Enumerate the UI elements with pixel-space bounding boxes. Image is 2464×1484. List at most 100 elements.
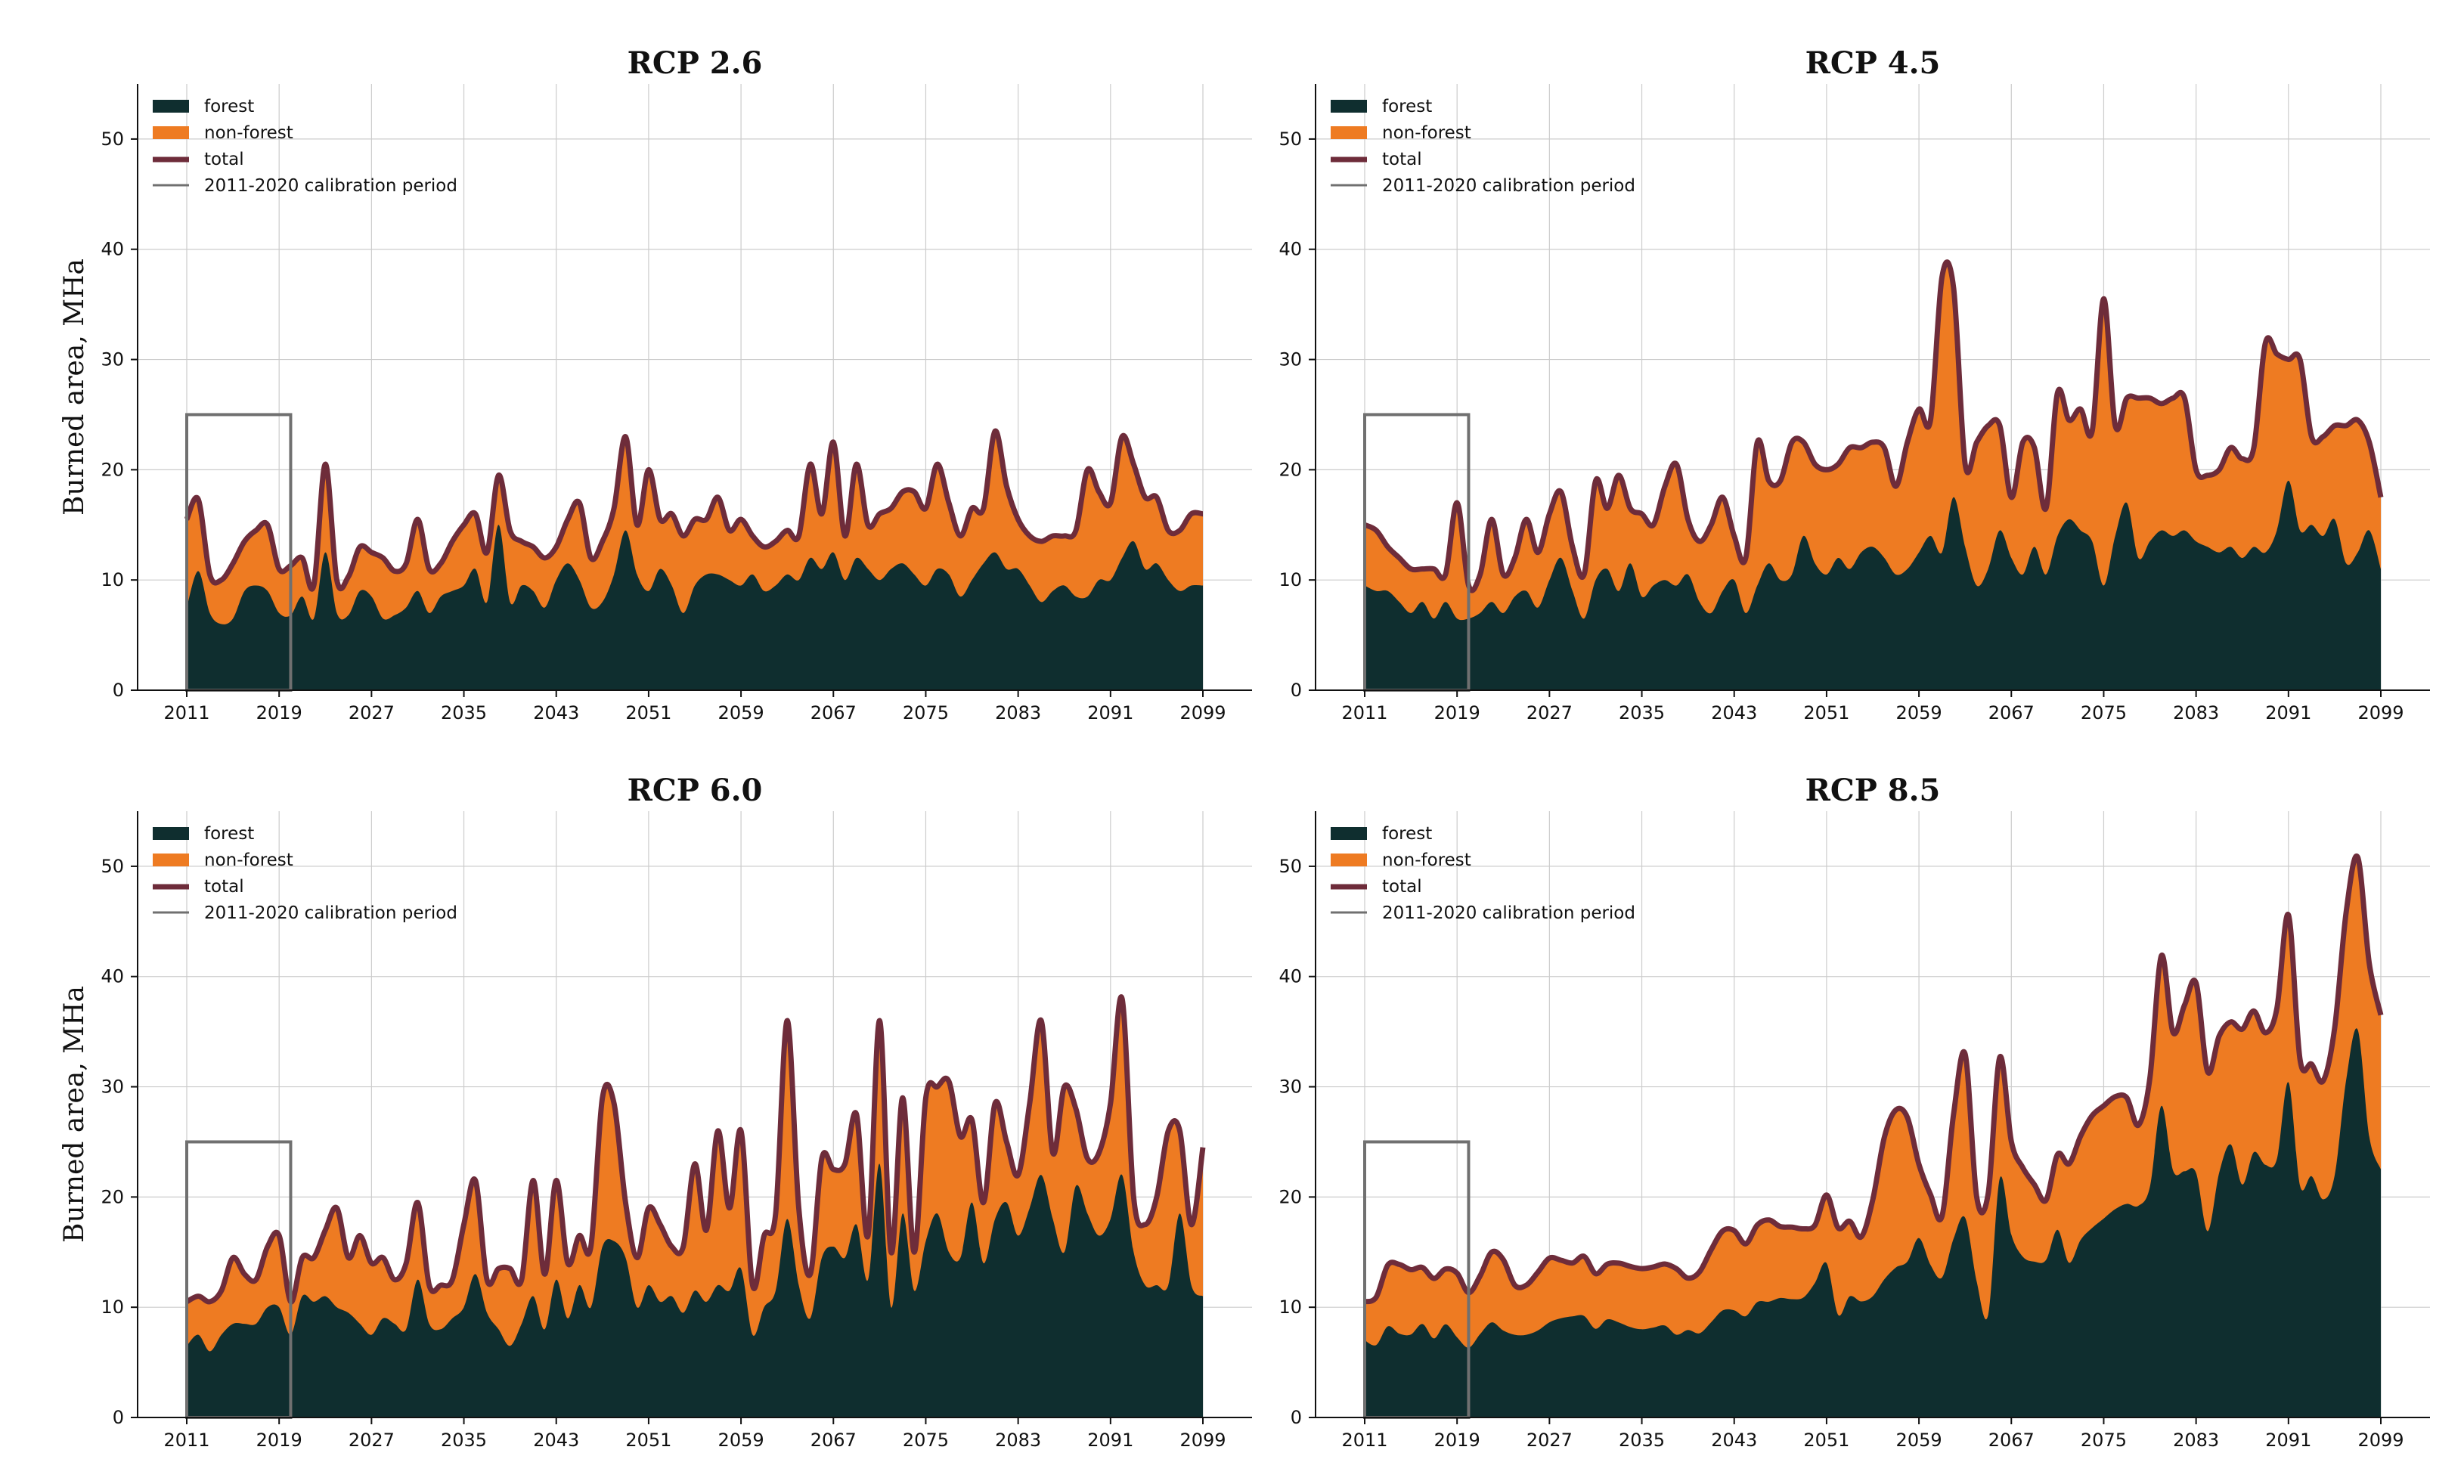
legend-swatch-non-forest	[1331, 126, 1367, 139]
legend-swatch-forest	[1331, 827, 1367, 840]
x-tick-label: 2059	[718, 1430, 764, 1451]
x-tick-label: 2019	[256, 702, 302, 723]
forest-area	[187, 1163, 1203, 1417]
x-tick-label: 2059	[718, 702, 764, 723]
legend-swatch-forest	[153, 827, 189, 840]
x-tick-label: 2099	[1179, 702, 1226, 723]
panel-rcp-8-5: RCP 8.5 0 10 20 30 40 50 2011 2019 2027 2035 2043 2…	[1278, 773, 2430, 1451]
total-line	[1363, 259, 2384, 593]
forest-area	[187, 525, 1203, 690]
y-tick-label: 30	[1278, 349, 1302, 370]
y-tick-label: 50	[101, 129, 124, 150]
legend-swatch-non-forest	[153, 854, 189, 866]
y-tick-label: 20	[101, 1186, 124, 1207]
legend-swatch-non-forest	[1331, 854, 1367, 866]
legend: forest non-forest total 2011-2020 calibrati…	[153, 97, 457, 196]
x-tick-label: 2051	[625, 702, 671, 723]
x-tick-label: 2051	[625, 1430, 671, 1451]
y-tick-label: 30	[101, 1077, 124, 1098]
x-tick-label: 2051	[1803, 1430, 1849, 1451]
y-axis-label: Burned area, MHa	[59, 259, 90, 516]
legend: forest non-forest total 2011-2020 calibrati…	[153, 824, 457, 923]
legend-swatch-forest	[153, 100, 189, 113]
x-tick-label: 2035	[441, 702, 487, 723]
forest-area	[1365, 1028, 2381, 1417]
y-tick-label: 50	[1278, 856, 1302, 877]
x-tick-label: 2043	[1711, 1430, 1757, 1451]
y-tick-label: 0	[1291, 1407, 1302, 1428]
panel-title: RCP 8.5	[1805, 773, 1941, 808]
legend: forest non-forest total 2011-2020 calibrati…	[1331, 97, 1635, 196]
total-line	[184, 428, 1204, 592]
legend-label: total	[204, 150, 244, 169]
x-tick-label: 2083	[995, 1430, 1041, 1451]
x-tick-label: 2067	[1988, 702, 2035, 723]
x-tick-label: 2027	[349, 1430, 395, 1451]
y-tick-label: 40	[1278, 966, 1302, 987]
x-tick-label: 2075	[2081, 1430, 2127, 1451]
legend-label: total	[1382, 150, 1422, 169]
y-tick-label: 40	[101, 966, 124, 987]
y-tick-label: 50	[101, 856, 124, 877]
legend-label: non-forest	[204, 123, 293, 143]
legend-label: 2011-2020 calibration period	[1382, 176, 1635, 196]
y-tick-label: 0	[113, 1407, 124, 1428]
legend-label: forest	[204, 824, 254, 844]
y-tick-label: 30	[101, 349, 124, 370]
x-tick-label: 2043	[533, 702, 579, 723]
panel-rcp-2-6: RCP 2.6 Burned area, MHa 0 10 20 30 40 50 2011…	[59, 45, 1252, 723]
x-tick-label: 2019	[1434, 702, 1480, 723]
x-tick-label: 2011	[163, 702, 209, 723]
legend-label: forest	[1382, 97, 1432, 116]
x-tick-label: 2043	[1711, 702, 1757, 723]
x-tick-label: 2011	[1341, 702, 1387, 723]
y-tick-label: 20	[101, 459, 124, 480]
y-tick-label: 20	[1278, 1186, 1302, 1207]
y-tick-label: 10	[1278, 569, 1302, 590]
legend: forest non-forest total 2011-2020 calibrati…	[1331, 824, 1635, 923]
y-tick-label: 50	[1278, 129, 1302, 150]
legend-label: total	[204, 877, 244, 897]
y-tick-label: 40	[1278, 239, 1302, 260]
legend-label: total	[1382, 877, 1422, 897]
y-tick-label: 10	[101, 569, 124, 590]
y-tick-label: 40	[101, 239, 124, 260]
x-tick-label: 2091	[2265, 1430, 2311, 1451]
y-tick-label: 0	[113, 680, 124, 701]
y-tick-label: 30	[1278, 1077, 1302, 1098]
y-tick-label: 10	[1278, 1297, 1302, 1318]
x-tick-label: 2099	[1179, 1430, 1226, 1451]
x-tick-label: 2027	[1526, 1430, 1573, 1451]
forest-area	[1365, 480, 2381, 690]
x-tick-label: 2083	[995, 702, 1041, 723]
x-tick-label: 2067	[1988, 1430, 2035, 1451]
x-tick-label: 2091	[1087, 1430, 1133, 1451]
x-tick-label: 2011	[163, 1430, 209, 1451]
legend-label: non-forest	[1382, 850, 1471, 870]
total-line	[185, 994, 1206, 1305]
x-tick-label: 2011	[1341, 1430, 1387, 1451]
x-tick-label: 2067	[810, 702, 857, 723]
legend-label: forest	[204, 97, 254, 116]
x-tick-label: 2051	[1803, 702, 1849, 723]
x-tick-label: 2043	[533, 1430, 579, 1451]
x-tick-label: 2099	[2357, 1430, 2404, 1451]
x-tick-label: 2019	[256, 1430, 302, 1451]
panel-title: RCP 2.6	[628, 45, 763, 81]
legend-swatch-non-forest	[153, 126, 189, 139]
x-tick-label: 2019	[1434, 1430, 1480, 1451]
y-tick-label: 20	[1278, 459, 1302, 480]
x-tick-label: 2099	[2357, 702, 2404, 723]
x-tick-label: 2035	[1619, 702, 1665, 723]
x-tick-label: 2059	[1896, 1430, 1942, 1451]
x-tick-label: 2035	[1619, 1430, 1665, 1451]
legend-label: non-forest	[204, 850, 293, 870]
x-tick-label: 2067	[810, 1430, 857, 1451]
x-tick-label: 2035	[441, 1430, 487, 1451]
legend-label: forest	[1382, 824, 1432, 844]
legend-label: 2011-2020 calibration period	[204, 176, 457, 196]
legend-swatch-forest	[1331, 100, 1367, 113]
y-tick-label: 0	[1291, 680, 1302, 701]
x-tick-label: 2027	[349, 702, 395, 723]
legend-label: 2011-2020 calibration period	[204, 903, 457, 923]
